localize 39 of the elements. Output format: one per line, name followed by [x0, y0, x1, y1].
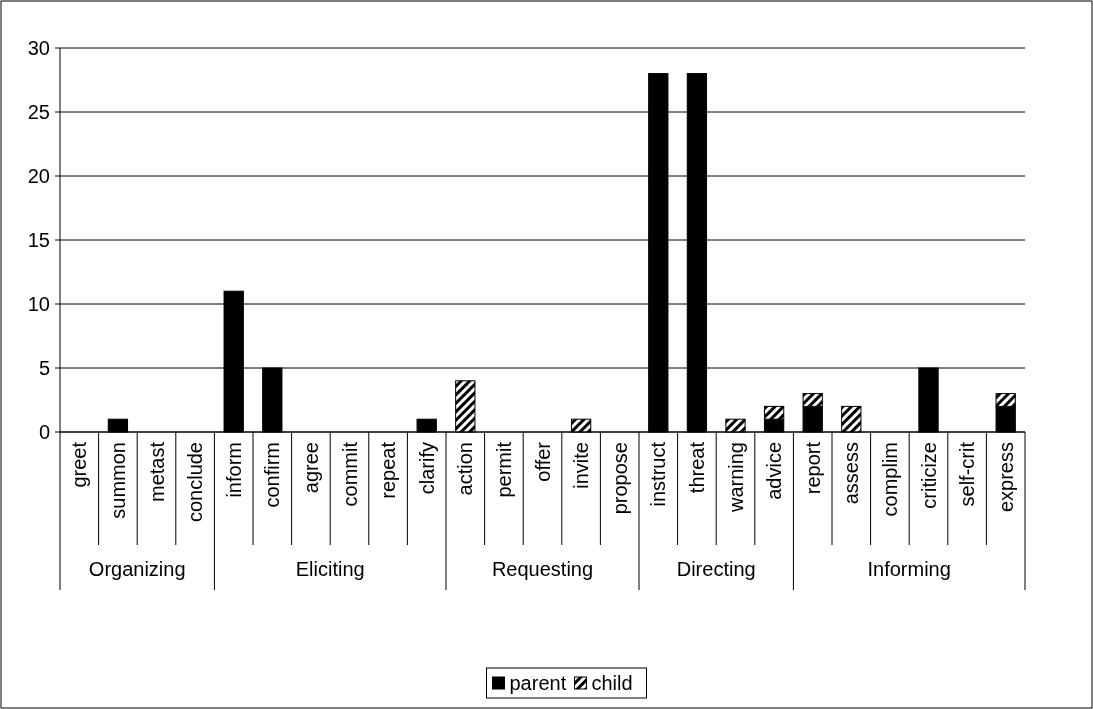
x-tick-label: warning — [724, 442, 747, 514]
x-tick-label: complim — [878, 442, 901, 517]
x-tick-label: action — [454, 442, 477, 496]
text: Organizing — [88, 558, 186, 580]
y-tick-label: 0 — [38, 421, 50, 443]
x-tick-label: instruct — [647, 441, 670, 507]
y-tick-label: 30 — [27, 37, 50, 59]
x-tick-label: advice — [763, 442, 786, 500]
y-tick-label: 5 — [38, 357, 50, 379]
x-tick-label: metast — [145, 441, 168, 503]
text: Directing — [676, 558, 756, 580]
x-tick-label: inform — [222, 442, 245, 498]
x-tick-label: confirm — [261, 442, 284, 508]
text: Requesting — [491, 558, 594, 580]
legend-label: child — [591, 672, 633, 694]
x-tick-label: invite — [570, 442, 593, 489]
x-tick-label: repeat — [377, 441, 400, 499]
x-tick-label: assess — [840, 442, 863, 505]
x-tick-label: offer — [531, 441, 554, 482]
x-tick-label: conclude — [184, 442, 207, 523]
y-tick-label: 20 — [27, 165, 50, 187]
x-tick-label: commit — [338, 441, 361, 507]
text: Eliciting — [295, 558, 365, 580]
y-tick-label: 10 — [27, 293, 50, 315]
x-tick-label: self-crit — [956, 441, 979, 507]
x-tick-label: agree — [299, 442, 322, 494]
legend-label: parent — [509, 672, 567, 694]
x-tick-label: propose — [608, 442, 631, 515]
x-tick-label: greet — [68, 441, 91, 488]
x-tick-label: clarify — [415, 442, 438, 495]
x-tick-label: permit — [492, 441, 515, 498]
x-tick-label: express — [994, 442, 1017, 513]
y-tick-label: 25 — [27, 101, 50, 123]
x-tick-label: threat — [685, 441, 708, 494]
x-tick-label: criticize — [917, 442, 940, 509]
y-tick-label: 15 — [27, 229, 50, 251]
x-tick-label: report — [801, 441, 824, 495]
x-tick-label: summon — [106, 442, 129, 519]
text: Informing — [867, 558, 951, 580]
